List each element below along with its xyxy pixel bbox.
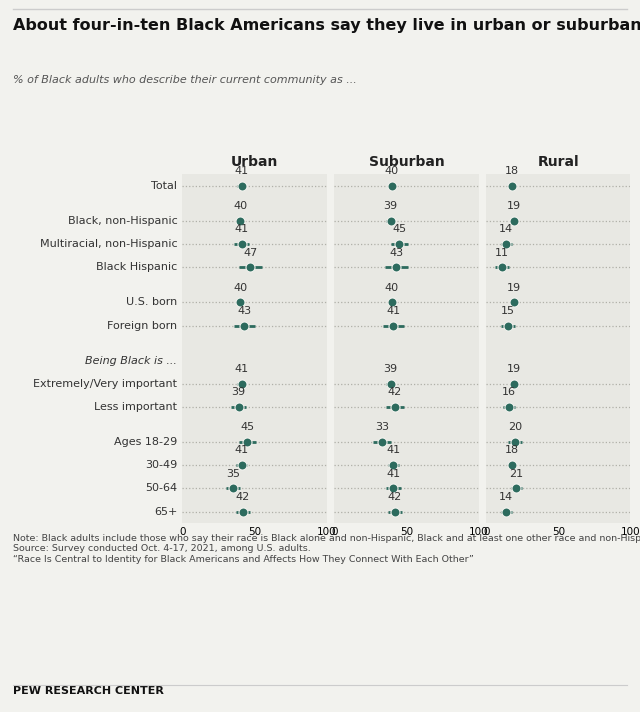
Text: 40: 40 [233,201,247,211]
Text: Less important: Less important [94,402,177,412]
Text: 11: 11 [495,248,509,258]
Text: Being Black is ...: Being Black is ... [85,355,177,365]
Text: % of Black adults who describe their current community as ...: % of Black adults who describe their cur… [13,75,356,85]
Text: 41: 41 [234,364,248,374]
Text: 35: 35 [226,468,240,478]
Text: Urban: Urban [231,155,278,169]
Text: 41: 41 [234,224,248,234]
Text: 19: 19 [506,201,521,211]
Text: 42: 42 [236,492,250,502]
Text: 65+: 65+ [154,507,177,517]
Text: 20: 20 [508,422,522,432]
Text: Note: Black adults include those who say their race is Black alone and non-Hispa: Note: Black adults include those who say… [13,534,640,564]
Text: Black Hispanic: Black Hispanic [96,263,177,273]
Text: U.S. born: U.S. born [126,298,177,308]
Text: 39: 39 [383,201,397,211]
Text: 14: 14 [499,492,513,502]
Text: 18: 18 [505,446,519,456]
Text: 21: 21 [509,468,524,478]
Text: 41: 41 [387,468,401,478]
Text: Total: Total [151,181,177,191]
Text: 19: 19 [506,364,521,374]
Text: Foreign born: Foreign born [107,320,177,330]
Text: Rural: Rural [538,155,579,169]
Text: 45: 45 [392,224,406,234]
Text: 30-49: 30-49 [145,460,177,470]
Text: 50-64: 50-64 [145,483,177,493]
Text: About four-in-ten Black Americans say they live in urban or suburban areas: About four-in-ten Black Americans say th… [13,18,640,33]
Text: PEW RESEARCH CENTER: PEW RESEARCH CENTER [13,686,164,696]
Text: 19: 19 [506,283,521,293]
Text: 40: 40 [385,283,399,293]
Text: Multiracial, non-Hispanic: Multiracial, non-Hispanic [40,239,177,249]
Text: 41: 41 [234,446,248,456]
Text: 43: 43 [389,248,403,258]
Text: 18: 18 [505,167,519,177]
Text: 43: 43 [237,306,252,316]
Text: 42: 42 [388,387,402,397]
Text: 14: 14 [499,224,513,234]
Text: 15: 15 [501,306,515,316]
Text: 41: 41 [387,306,401,316]
Text: Black, non-Hispanic: Black, non-Hispanic [68,216,177,226]
Text: 39: 39 [232,387,246,397]
Text: 45: 45 [240,422,254,432]
Text: 33: 33 [375,422,389,432]
Text: 42: 42 [388,492,402,502]
Text: 16: 16 [502,387,516,397]
Text: Ages 18-29: Ages 18-29 [114,437,177,447]
Text: 41: 41 [234,167,248,177]
Text: 47: 47 [243,248,257,258]
Text: 40: 40 [385,167,399,177]
Text: 39: 39 [383,364,397,374]
Text: 40: 40 [233,283,247,293]
Text: 41: 41 [387,446,401,456]
Text: Extremely/Very important: Extremely/Very important [33,379,177,389]
Text: Suburban: Suburban [369,155,444,169]
